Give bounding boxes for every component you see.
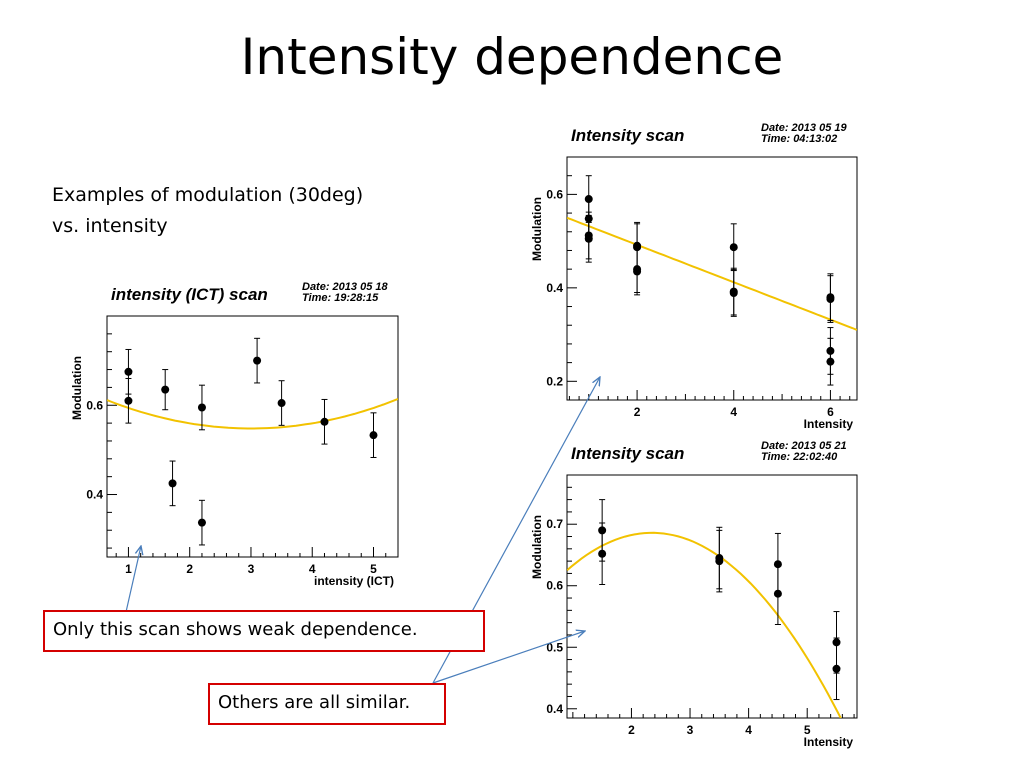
data-point — [197, 403, 206, 412]
data-point — [832, 664, 841, 673]
data-point — [168, 479, 177, 488]
data-point — [773, 589, 782, 598]
plot-frame — [106, 315, 399, 558]
x-tick-label: 5 — [804, 723, 811, 737]
data-point — [161, 385, 170, 394]
x-tick-label: 2 — [186, 562, 193, 576]
chart-date: Date: 2013 05 18 — [302, 281, 388, 293]
x-tick-label: 2 — [634, 405, 641, 419]
data-point — [197, 518, 206, 527]
y-tick-label: 0.4 — [546, 281, 563, 295]
slide-title: Intensity dependence — [240, 28, 784, 86]
slide-subtitle: Examples of modulation (30deg) vs. inten… — [52, 180, 412, 242]
y-tick-label: 0.4 — [86, 488, 103, 502]
chart-title: intensity (ICT) scan — [111, 285, 268, 304]
data-point — [277, 399, 286, 408]
x-tick-label: 6 — [827, 405, 834, 419]
data-point — [729, 288, 738, 297]
x-axis-label: Intensity — [804, 735, 854, 749]
data-point — [729, 243, 738, 252]
data-point — [826, 357, 835, 366]
data-point — [320, 417, 329, 426]
x-axis-label: Intensity — [804, 417, 854, 431]
y-tick-label: 0.6 — [546, 579, 563, 593]
data-point — [715, 557, 724, 566]
data-point — [584, 234, 593, 243]
y-tick-label: 0.4 — [546, 702, 563, 716]
chart-title: Intensity scan — [571, 444, 684, 463]
y-tick-label: 0.6 — [546, 187, 563, 201]
subtitle-line-2: vs. intensity — [52, 215, 168, 237]
chart-time: Time: 19:28:15 — [302, 292, 379, 304]
y-axis-label: Modulation — [70, 356, 84, 420]
data-point — [633, 267, 642, 276]
data-point — [124, 367, 133, 376]
x-axis-label: intensity (ICT) — [314, 574, 394, 588]
x-tick-label: 3 — [248, 562, 255, 576]
plot-frame — [566, 474, 858, 719]
subtitle-line-1: Examples of modulation (30deg) — [52, 184, 364, 206]
x-tick-label: 5 — [370, 562, 377, 576]
y-axis-label: Modulation — [530, 515, 544, 579]
x-tick-label: 4 — [730, 405, 737, 419]
chart-date: Date: 2013 05 21 — [761, 440, 847, 452]
data-point — [598, 549, 607, 558]
chart-title: Intensity scan — [571, 126, 684, 145]
data-point — [369, 431, 378, 440]
y-tick-label: 0.7 — [546, 517, 563, 531]
data-point — [826, 295, 835, 304]
y-tick-label: 0.5 — [546, 640, 563, 654]
chart-time: Time: 04:13:02 — [761, 133, 837, 145]
fit-curve — [107, 397, 398, 430]
callout-weak-dependence: Only this scan shows weak dependence. — [43, 610, 485, 652]
fit-curve — [567, 216, 857, 331]
data-point — [253, 356, 262, 365]
x-tick-label: 4 — [309, 562, 316, 576]
x-tick-label: 3 — [687, 723, 694, 737]
data-point — [124, 396, 133, 405]
y-tick-label: 0.6 — [86, 398, 103, 412]
y-axis-label: Modulation — [530, 197, 544, 261]
fit-curve — [567, 531, 842, 718]
x-tick-label: 2 — [628, 723, 635, 737]
plot-frame — [566, 156, 858, 401]
chart-date: Date: 2013 05 19 — [761, 122, 847, 134]
x-tick-label: 4 — [745, 723, 752, 737]
callout-others-similar: Others are all similar. — [208, 683, 446, 725]
chart-time: Time: 22:02:40 — [761, 451, 838, 463]
